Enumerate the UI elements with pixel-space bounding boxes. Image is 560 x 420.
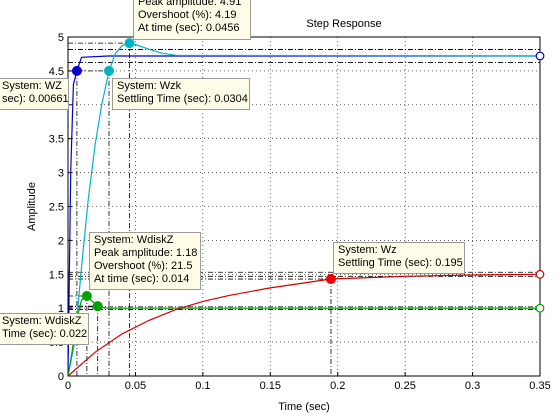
data-marker-wz[interactable] [325,274,336,285]
x-axis-label: Time (sec) [278,401,330,413]
x-tick-label: 0.25 [394,380,415,392]
wz-datatip[interactable]: System: WZ sec): 0.00661 [0,78,69,110]
y-tick-label: 0 [58,371,64,383]
y-tick-label: 4.5 [49,66,64,78]
y-axis-label: Amplitude [26,182,38,231]
datatip-line: Peak amplitude: 1.18 [94,247,198,259]
datatip-line: System: Wz [338,244,397,256]
chart-title: Step Response [306,18,381,30]
x-tick-label: 0.2 [330,380,345,392]
datatip-line: Settling Time (sec): 0.195 [338,257,463,269]
x-tick-label: 0.15 [260,380,281,392]
data-marker-wz[interactable] [71,65,82,76]
data-marker-wzk[interactable] [124,38,135,49]
x-tick-label: 0.35 [529,380,550,392]
y-tick-label: 1.5 [49,269,64,281]
wzk-settling-datatip[interactable]: System: Wzk Settling Time (sec): 0.0304 [112,78,250,110]
datatip-line: Peak amplitude: 4.91 [138,0,242,8]
datatip-line: System: WdiskZ [2,315,82,327]
y-tick-label: 3.5 [49,134,64,146]
wdiskz-settling-datatip[interactable]: System: WdiskZ Time (sec): 0.022 [0,313,89,345]
y-tick-label: 5 [58,32,64,44]
wzk-peak-datatip[interactable]: Peak amplitude: 4.91 Overshoot (%): 4.19… [133,0,251,40]
y-tick-label: 1 [58,303,64,315]
datatip-line: At time (sec): 0.014 [94,273,190,285]
datatip-line: Settling Time (sec): 0.0304 [117,93,248,105]
final-value-marker[interactable] [535,51,545,61]
series-line-wz [67,273,541,377]
x-tick-label: 0.05 [125,380,146,392]
datatip-line: System: WZ [2,80,62,92]
datatip-line: Overshoot (%): 21.5 [94,260,193,272]
data-markers [71,38,545,313]
x-tick-label: 0 [65,380,71,392]
datatip-line: Overshoot (%): 4.19 [138,9,237,21]
wdiskz-peak-datatip[interactable]: System: WdiskZ Peak amplitude: 1.18 Over… [89,232,201,290]
data-marker-wdiskz[interactable] [81,290,92,301]
datatip-line: At time (sec): 0.0456 [138,22,240,34]
x-tick-label: 0.3 [465,380,480,392]
series-line-wzk [67,42,541,377]
y-tick-label: 2.5 [49,202,64,214]
datatip-line: sec): 0.00661 [2,93,69,105]
datatip-line: Time (sec): 0.022 [2,328,88,340]
y-tick-label: 3 [58,168,64,180]
final-value-marker[interactable] [535,269,545,279]
y-tick-label: 2 [58,235,64,247]
datatip-line: System: Wzk [117,80,182,92]
datatip-line: System: WdiskZ [94,234,174,246]
x-tick-labels: 0 0.05 0.1 0.15 0.2 0.25 0.3 0.35 [65,380,551,392]
data-marker-wzk[interactable] [103,65,114,76]
final-value-marker[interactable] [535,303,545,313]
data-marker-wdiskz[interactable] [92,301,103,312]
wz-settling-datatip[interactable]: System: Wz Settling Time (sec): 0.195 [333,242,465,274]
x-tick-label: 0.1 [195,380,210,392]
